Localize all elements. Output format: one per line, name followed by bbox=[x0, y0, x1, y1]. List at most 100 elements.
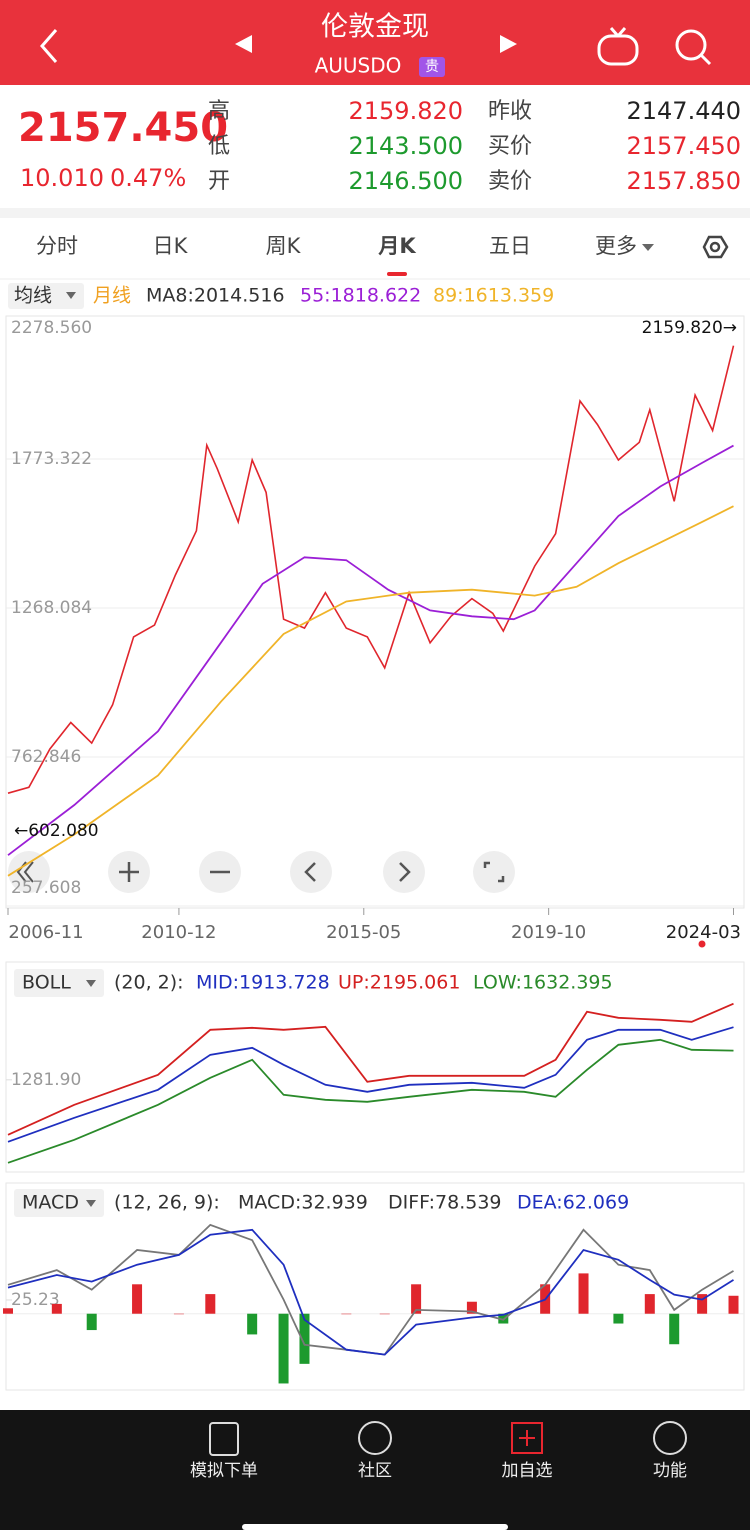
y-tick-label: 25.23 bbox=[11, 1290, 60, 1310]
last-price: 2157.450 bbox=[18, 105, 228, 151]
macd-bar bbox=[341, 1313, 352, 1315]
plus-mark bbox=[519, 1430, 535, 1446]
y-tick-label: 1773.322 bbox=[11, 449, 92, 469]
x-tick-label: 2019-10 bbox=[511, 922, 586, 943]
y-tick-label: 1268.084 bbox=[11, 598, 92, 618]
indicator: 均线 bbox=[14, 285, 52, 307]
indicator-select[interactable] bbox=[14, 1189, 104, 1217]
more-arrow bbox=[642, 244, 654, 251]
fullscreen-button[interactable] bbox=[473, 851, 515, 893]
tab-indicator bbox=[387, 272, 407, 276]
indicator-select[interactable] bbox=[14, 969, 104, 997]
macd-bar bbox=[247, 1313, 258, 1335]
nav-label: 加自选 bbox=[502, 1461, 553, 1481]
tab[interactable]: 周K bbox=[266, 234, 302, 258]
tab[interactable]: 日K bbox=[153, 234, 189, 258]
legend-item: LOW:1632.395 bbox=[473, 972, 613, 994]
tab[interactable]: 更多 bbox=[595, 234, 637, 258]
quote-value: 2157.850 bbox=[626, 167, 741, 195]
series-line bbox=[7, 1223, 734, 1356]
series-line bbox=[7, 444, 734, 856]
x-tick-label: 2024-03 bbox=[666, 922, 741, 943]
main-frame bbox=[5, 315, 745, 909]
prev-button[interactable] bbox=[235, 35, 252, 53]
community-icon bbox=[358, 1421, 392, 1455]
legend-item: 55:1818.622 bbox=[300, 285, 421, 307]
x-tick-label: 2006-11 bbox=[8, 922, 83, 943]
fullscreen-icon bbox=[483, 861, 505, 883]
legend-item: DEA:62.069 bbox=[517, 1192, 629, 1214]
add-icon bbox=[511, 1422, 543, 1454]
macd-bar bbox=[132, 1284, 143, 1314]
x-tick-label: 2015-05 bbox=[326, 922, 401, 943]
tab[interactable]: 分时 bbox=[36, 234, 78, 258]
macd-bar bbox=[278, 1313, 289, 1384]
y-tick-label: 1281.90 bbox=[11, 1070, 81, 1090]
legend-item: 89:1613.359 bbox=[433, 285, 554, 307]
quote-value: 2147.440 bbox=[626, 97, 741, 125]
quote-label: 买价 bbox=[488, 134, 532, 159]
quote-value: 2143.500 bbox=[348, 132, 463, 160]
y-tick-label: 2278.560 bbox=[11, 318, 92, 338]
plus-icon bbox=[119, 862, 139, 882]
series-line bbox=[7, 1038, 734, 1164]
x-tick-label: 2010-12 bbox=[141, 922, 216, 943]
legend-item: UP:2195.061 bbox=[338, 972, 460, 994]
badge-bg bbox=[419, 57, 445, 77]
macd-bar bbox=[3, 1308, 13, 1314]
quote-label: 昨收 bbox=[488, 99, 532, 124]
search-icon[interactable] bbox=[675, 29, 712, 66]
quote-value: 2159.820 bbox=[348, 97, 463, 125]
macd-bar bbox=[51, 1303, 62, 1314]
collapse-button[interactable] bbox=[8, 851, 50, 893]
tab[interactable]: 五日 bbox=[489, 234, 531, 258]
max-label: 2159.820→ bbox=[642, 318, 737, 338]
legend-item: MID:1913.728 bbox=[196, 972, 330, 994]
right-button[interactable] bbox=[383, 851, 425, 893]
bottom-nav bbox=[0, 1410, 750, 1530]
macd-bar bbox=[299, 1313, 310, 1364]
series-line bbox=[7, 1002, 734, 1136]
tab[interactable]: 月K bbox=[377, 234, 416, 258]
y-tick-label: 257.608 bbox=[11, 878, 81, 898]
settings-icon[interactable] bbox=[702, 235, 729, 259]
back-button[interactable] bbox=[40, 29, 58, 63]
series-line bbox=[7, 1026, 734, 1143]
dropdown bbox=[66, 292, 76, 299]
title: 伦敦金现 bbox=[321, 12, 429, 43]
macd-bar bbox=[205, 1294, 216, 1314]
params: (12, 26, 9): bbox=[114, 1192, 220, 1214]
macd-bar bbox=[578, 1273, 589, 1314]
badge: 贵 bbox=[425, 59, 439, 75]
macd-bar bbox=[86, 1313, 97, 1331]
current-dot bbox=[698, 940, 706, 948]
indicator: MACD bbox=[22, 1192, 79, 1214]
robot-icon[interactable] bbox=[597, 27, 639, 66]
series-line bbox=[7, 345, 735, 794]
params: (20, 2): bbox=[114, 972, 184, 994]
series-line bbox=[7, 1228, 734, 1356]
quote-label: 卖价 bbox=[488, 169, 532, 194]
macd-bar bbox=[411, 1284, 422, 1314]
macd-bar bbox=[728, 1295, 739, 1314]
nav-label: 功能 bbox=[653, 1461, 687, 1481]
macd-bar bbox=[379, 1313, 390, 1315]
dropdown bbox=[86, 980, 96, 987]
period: 月线 bbox=[93, 285, 131, 307]
left-button[interactable] bbox=[290, 851, 332, 893]
next-button[interactable] bbox=[500, 35, 517, 53]
quote-label: 开 bbox=[208, 169, 230, 194]
menu-icon bbox=[653, 1421, 687, 1455]
left-icon bbox=[304, 862, 316, 882]
indicator: BOLL bbox=[22, 972, 71, 994]
macd-bar bbox=[173, 1313, 184, 1315]
quote-value: 2146.500 bbox=[348, 167, 463, 195]
macd-frame bbox=[5, 1182, 745, 1391]
quote-label: 低 bbox=[208, 134, 230, 159]
legend-item: MACD:32.939 bbox=[238, 1192, 368, 1214]
header-bar bbox=[0, 0, 750, 85]
indicator-select[interactable] bbox=[8, 283, 84, 309]
symbol-code: AUUSDO bbox=[315, 54, 402, 78]
